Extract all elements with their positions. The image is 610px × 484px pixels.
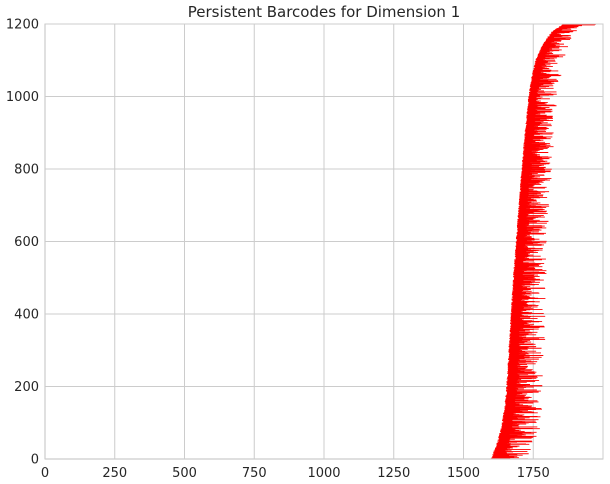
x-tick-label-7: 1750 — [517, 466, 550, 481]
x-tick-label-2: 500 — [172, 466, 197, 481]
x-tick-label-4: 1000 — [307, 466, 340, 481]
x-tick-label-6: 1500 — [447, 466, 480, 481]
y-tick-label-2: 400 — [14, 308, 39, 323]
x-tick-label-0: 0 — [41, 466, 49, 481]
x-tick-label-1: 250 — [102, 466, 127, 481]
bars — [490, 23, 596, 460]
axes — [44, 23, 604, 460]
y-tick-label-4: 800 — [14, 163, 39, 178]
chart-title: Persistent Barcodes for Dimension 1 — [188, 3, 460, 21]
y-tick-label-3: 600 — [14, 235, 39, 250]
y-tick-label-6: 1200 — [6, 18, 39, 33]
y-tick-label-5: 1000 — [6, 90, 39, 105]
x-tick-label-5: 1250 — [377, 466, 410, 481]
x-tick-label-3: 750 — [242, 466, 267, 481]
y-tick-label-1: 200 — [14, 380, 39, 395]
y-tick-label-0: 0 — [31, 453, 39, 468]
ticks: 0 250 500 750 1000 1250 1500 1750 0 200 400 600 800 1… — [6, 18, 550, 482]
grid — [45, 24, 603, 459]
